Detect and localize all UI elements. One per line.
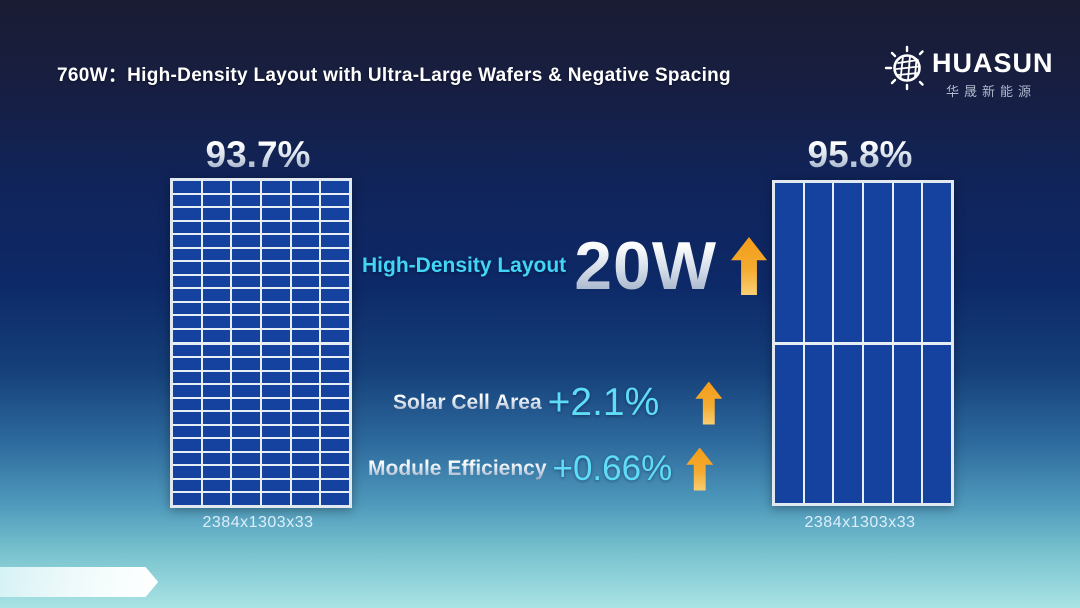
up-arrow-icon — [731, 237, 768, 295]
logo-brand-text: HUASUN — [932, 48, 1054, 78]
metric-power-value: 20W — [574, 228, 718, 304]
slide-title: 760W：High-Density Layout with Ultra-Larg… — [57, 65, 731, 86]
metric-module-efficiency: Module Efficiency +0.66% — [368, 442, 714, 496]
metric-area-label: Solar Cell Area — [393, 391, 542, 414]
right-panel-dimensions: 2384x1303x33 — [804, 514, 916, 531]
left-panel-dimensions: 2384x1303x33 — [202, 514, 314, 531]
solar-panel-high-density — [170, 178, 352, 508]
right-panel-efficiency: 95.8% — [760, 134, 960, 176]
metric-cell-area: Solar Cell Area +2.1% — [393, 376, 723, 430]
metric-efficiency-value: +0.66% — [552, 449, 673, 488]
metric-power-label: High-Density Layout — [362, 254, 567, 277]
logo-brand-chinese: 华晟新能源 — [946, 84, 1037, 99]
sun-wafer-icon — [880, 42, 932, 94]
left-panel-efficiency: 93.7% — [158, 134, 358, 176]
metric-power-gain: High-Density Layout 20W — [362, 224, 768, 308]
huasun-logo: HUASUN 华晟新能源 — [880, 40, 1053, 102]
solar-panel-large-wafer — [772, 180, 954, 506]
metric-area-value: +2.1% — [547, 381, 660, 424]
up-arrow-icon — [686, 447, 714, 491]
chevron-arrow — [0, 567, 158, 597]
up-arrow-icon — [695, 381, 723, 425]
metric-efficiency-label: Module Efficiency — [368, 457, 547, 480]
